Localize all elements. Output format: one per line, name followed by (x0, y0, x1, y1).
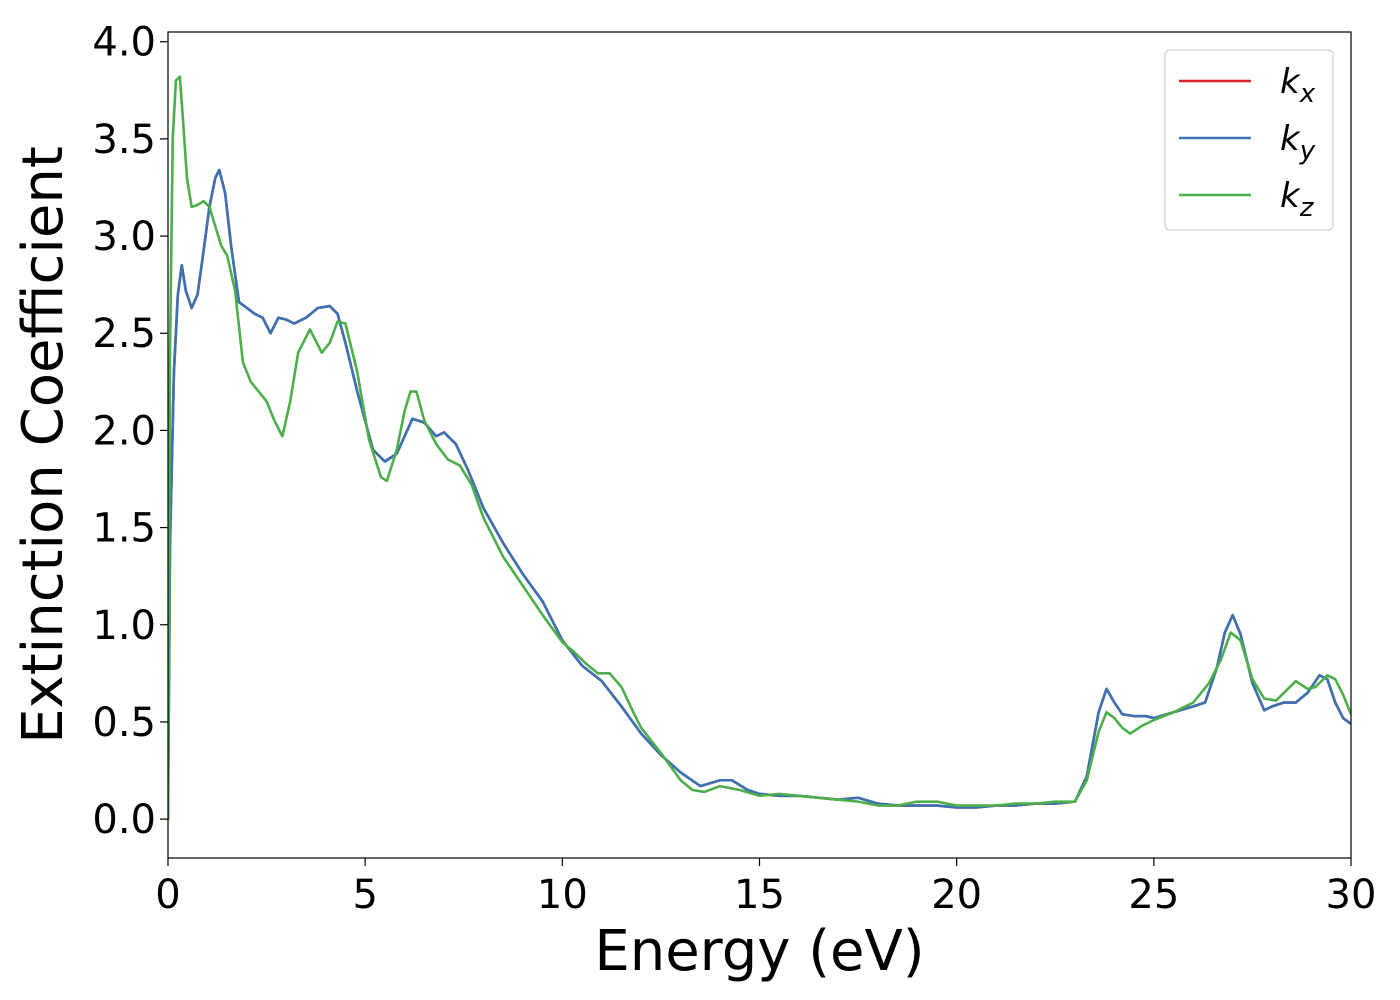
y-tick-label: 0.5 (92, 700, 156, 746)
y-tick-label: 1.5 (92, 506, 156, 552)
y-axis-ticks: 0.0 0.5 1.0 1.5 2.0 2.5 3.0 3.5 4.0 (92, 20, 168, 843)
legend-label-main: k (1280, 62, 1301, 102)
x-tick-label: 20 (931, 872, 982, 918)
legend-label-kz: kz (1280, 176, 1315, 223)
x-axis-title: Energy (eV) (594, 919, 924, 984)
y-tick-label: 3.0 (92, 214, 156, 260)
y-tick-label: 4.0 (92, 20, 156, 66)
legend-label-subscript: y (1299, 136, 1316, 166)
y-tick-label: 3.5 (92, 117, 156, 163)
x-tick-label: 15 (734, 872, 785, 918)
y-tick-label: 2.5 (92, 311, 156, 357)
series-line-ky (168, 168, 1351, 821)
legend-label-main: k (1280, 119, 1301, 159)
plot-lines (168, 75, 1351, 821)
y-tick-label: 1.0 (92, 603, 156, 649)
x-tick-label: 25 (1128, 872, 1179, 918)
y-tick-label: 0.0 (92, 797, 156, 843)
x-tick-label: 0 (155, 872, 180, 918)
x-axis-ticks: 0 5 10 15 20 25 30 (155, 858, 1376, 918)
x-tick-label: 5 (352, 872, 377, 918)
y-axis-title: Extinction Coefficient (11, 146, 76, 744)
x-tick-label: 30 (1326, 872, 1377, 918)
legend-label-main: k (1280, 176, 1301, 216)
series-line-kz (168, 75, 1351, 821)
legend-box (1164, 49, 1334, 231)
legend-label-ky: ky (1280, 119, 1316, 166)
x-tick-label: 10 (537, 872, 588, 918)
legend-label-subscript: z (1299, 193, 1315, 223)
legend-label-subscript: x (1299, 79, 1316, 109)
y-tick-label: 2.0 (92, 408, 156, 454)
legend-label-kx: kx (1280, 62, 1316, 109)
